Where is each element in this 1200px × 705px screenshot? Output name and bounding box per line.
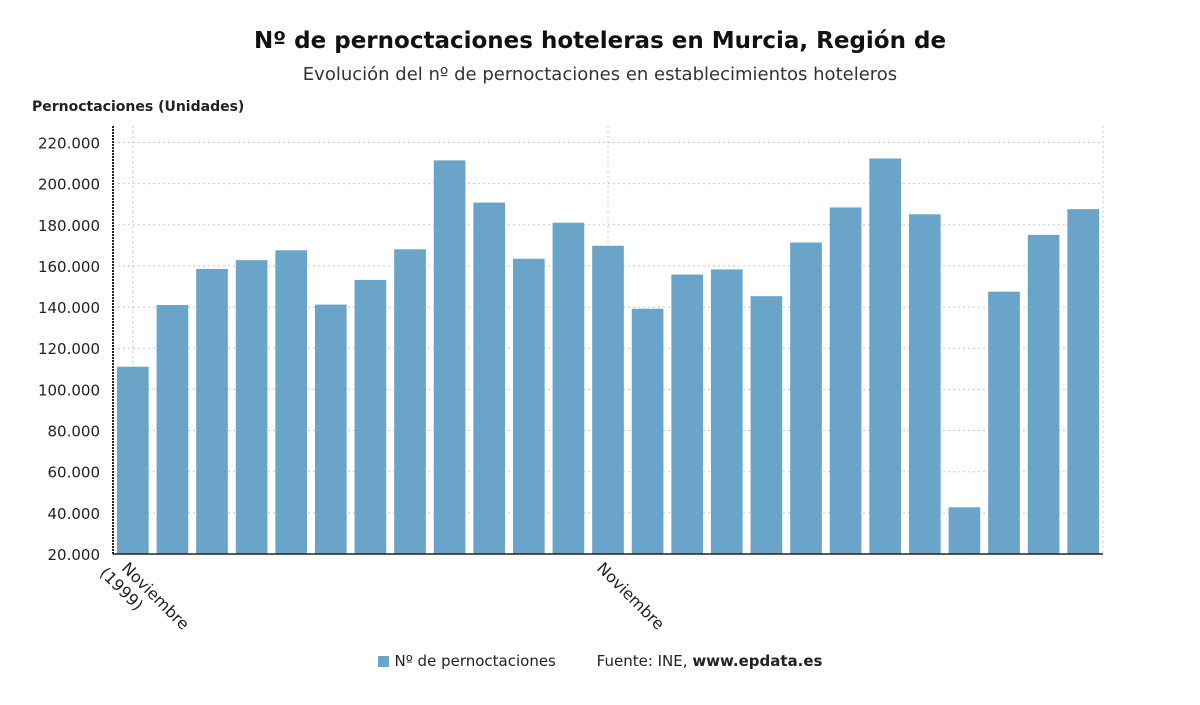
y-tick-label: 220.000 xyxy=(38,134,100,152)
bar xyxy=(908,214,941,554)
bars xyxy=(116,158,1100,555)
y-tick-label: 200.000 xyxy=(38,176,100,194)
bar xyxy=(433,160,466,554)
bar xyxy=(394,249,426,554)
bar xyxy=(631,308,664,554)
x-tick-labels: Noviembre(1999) Noviembre xyxy=(96,550,668,647)
legend-swatch xyxy=(377,656,389,667)
bar xyxy=(988,291,1020,554)
y-tick-label: 120.000 xyxy=(38,340,100,358)
bar xyxy=(314,304,347,554)
bar xyxy=(592,245,624,554)
y-tick-label: 60.000 xyxy=(48,464,101,482)
bar xyxy=(869,158,902,554)
bar xyxy=(196,269,228,554)
bar xyxy=(156,305,189,554)
y-tick-label: 80.000 xyxy=(48,423,101,441)
bar xyxy=(948,507,981,554)
legend: Nº de pernoctaciones Fuente: INE, www.ep… xyxy=(0,652,1200,670)
y-tick-label: 20.000 xyxy=(48,546,101,564)
legend-series-label: Nº de pernoctaciones xyxy=(394,652,556,670)
bar xyxy=(473,202,506,555)
y-tick-label: 180.000 xyxy=(38,217,100,235)
bar xyxy=(790,242,822,554)
x-tick-label-line: Noviembre xyxy=(593,558,668,633)
y-tick-label: 100.000 xyxy=(38,381,100,399)
bar xyxy=(1067,209,1100,554)
chart-subtitle: Evolución del nº de pernoctaciones en es… xyxy=(302,64,898,85)
x-tick-label: Noviembre(1999) xyxy=(96,550,193,647)
y-axis-label: Pernoctaciones (Unidades) xyxy=(32,99,245,115)
bar xyxy=(235,260,268,554)
x-tick-label: Noviembre xyxy=(593,558,668,633)
source-site: www.epdata.es xyxy=(692,652,823,670)
bar xyxy=(710,269,743,554)
bar xyxy=(1027,234,1060,554)
source-note: Fuente: INE, www.epdata.es xyxy=(597,652,823,670)
y-tick-label: 140.000 xyxy=(38,299,100,317)
source-prefix: Fuente: INE, xyxy=(596,652,688,670)
bar xyxy=(750,296,783,554)
bar xyxy=(354,279,387,554)
y-tick-label: 160.000 xyxy=(38,258,100,276)
legend-item: Nº de pernoctaciones xyxy=(377,652,556,670)
chart-title: Nº de pernoctaciones hoteleras en Murcia… xyxy=(253,28,947,54)
bar xyxy=(671,274,704,554)
y-tick-labels: 20.000 40.000 60.000 80.000 100.000 120.000 14… xyxy=(38,134,100,564)
bar xyxy=(552,222,585,554)
bar xyxy=(275,250,308,555)
bar xyxy=(116,366,149,554)
bar xyxy=(512,258,545,554)
axes xyxy=(112,126,1103,555)
y-tick-label: 40.000 xyxy=(48,505,101,523)
bar xyxy=(829,207,862,554)
